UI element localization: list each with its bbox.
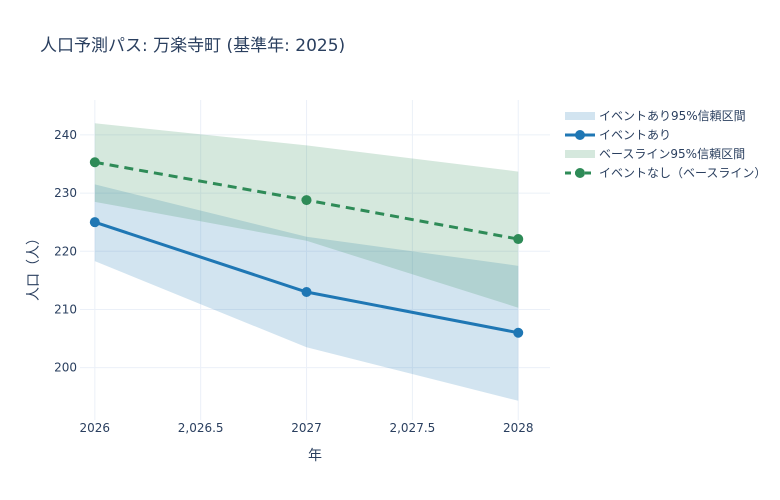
chart-title: 人口予測パス: 万楽寺町 (基準年: 2025) xyxy=(40,36,345,56)
series-lines xyxy=(89,157,524,338)
data-point[interactable] xyxy=(301,195,312,206)
legend-item[interactable]: イベントあり95%信頼区間 xyxy=(565,109,746,123)
data-point[interactable] xyxy=(513,234,524,245)
x-axis-title: 年 xyxy=(308,448,322,464)
legend-label: ベースライン95%信頼区間 xyxy=(599,147,745,161)
legend-item[interactable]: ベースライン95%信頼区間 xyxy=(565,147,745,161)
y-axis-title: 人口（人） xyxy=(26,231,42,301)
legend-marker xyxy=(575,130,585,140)
legend-item[interactable]: イベントなし（ベースライン） xyxy=(565,166,766,180)
x-tick-label: 2,027.5 xyxy=(389,421,435,435)
y-tick-label: 200 xyxy=(54,361,77,375)
data-point[interactable] xyxy=(89,157,100,168)
legend-band-swatch xyxy=(565,112,595,120)
legend-item[interactable]: イベントあり xyxy=(565,128,671,142)
x-tick-label: 2,026.5 xyxy=(178,421,224,435)
legend-label: イベントあり95%信頼区間 xyxy=(599,109,746,123)
y-tick-label: 230 xyxy=(54,186,77,200)
x-axis-ticks: 2026 2,026.5 2027 2,027.5 2028 xyxy=(80,421,534,435)
x-tick-label: 2026 xyxy=(80,421,111,435)
data-point[interactable] xyxy=(301,287,312,297)
y-tick-label: 220 xyxy=(54,244,77,258)
legend-label: イベントなし（ベースライン） xyxy=(599,166,766,180)
legend-band-swatch xyxy=(565,150,595,158)
legend-marker xyxy=(575,168,585,178)
grid xyxy=(80,100,550,420)
data-point[interactable] xyxy=(513,327,524,338)
y-axis-ticks: 200 210 220 230 240 xyxy=(54,128,77,375)
legend[interactable]: イベントあり95%信頼区間イベントありベースライン95%信頼区間イベントなし（ベ… xyxy=(565,109,766,180)
x-tick-label: 2028 xyxy=(503,421,534,435)
y-tick-label: 240 xyxy=(54,128,77,142)
legend-label: イベントあり xyxy=(599,128,671,142)
x-tick-label: 2027 xyxy=(291,421,322,435)
confidence-band-2[interactable] xyxy=(94,123,519,308)
data-point[interactable] xyxy=(89,217,100,228)
y-tick-label: 210 xyxy=(54,302,77,316)
